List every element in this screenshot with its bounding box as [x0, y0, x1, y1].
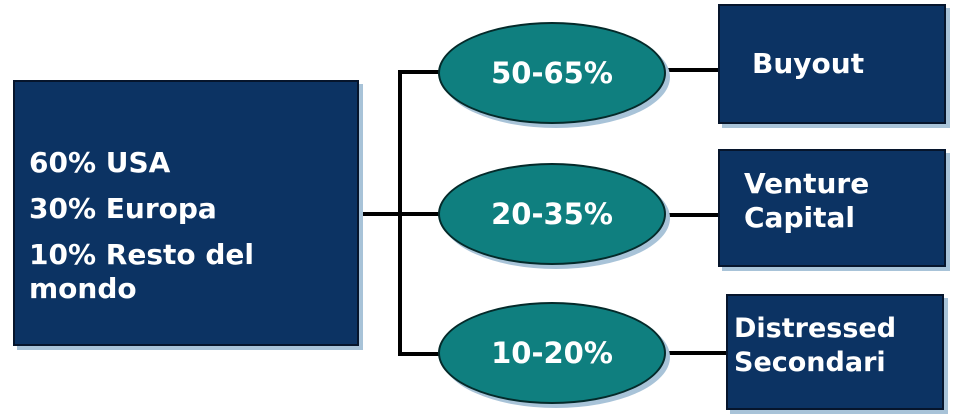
connector-ellipse-2-to-box: [664, 213, 720, 217]
region-usa: 60% USA: [29, 146, 171, 179]
connector-ellipse-3-to-box: [664, 351, 726, 355]
category-box-venture: Venture Capital: [718, 149, 946, 267]
range-ellipse-venture: 20-35%: [438, 163, 666, 265]
range-label-distressed: 10-20%: [491, 336, 613, 370]
category-box-buyout: Buyout: [718, 4, 946, 124]
range-label-buyout: 50-65%: [491, 56, 613, 90]
connector-stem: [358, 212, 400, 216]
category-label-distressed-2: Secondari: [734, 347, 886, 378]
category-label-buyout: Buyout: [752, 47, 865, 80]
connector-to-ellipse-1: [398, 70, 442, 74]
connector-ellipse-1-to-box: [664, 68, 720, 72]
regions-box: 60% USA 30% Europa 10% Resto del mondo: [13, 80, 359, 346]
connector-to-ellipse-2: [398, 212, 442, 216]
category-box-distressed: Distressed Secondari: [726, 294, 944, 410]
category-label-distressed-1: Distressed: [734, 313, 897, 344]
region-rest-line-1: 10% Resto del: [29, 238, 254, 271]
range-ellipse-distressed: 10-20%: [438, 302, 666, 404]
region-europa: 30% Europa: [29, 192, 217, 225]
range-ellipse-buyout: 50-65%: [438, 22, 666, 124]
connector-to-ellipse-3: [398, 352, 442, 356]
category-label-venture-1: Venture: [744, 167, 870, 200]
range-label-venture: 20-35%: [491, 197, 613, 231]
category-label-venture-2: Capital: [744, 201, 855, 234]
region-rest-line-2: mondo: [29, 272, 137, 305]
